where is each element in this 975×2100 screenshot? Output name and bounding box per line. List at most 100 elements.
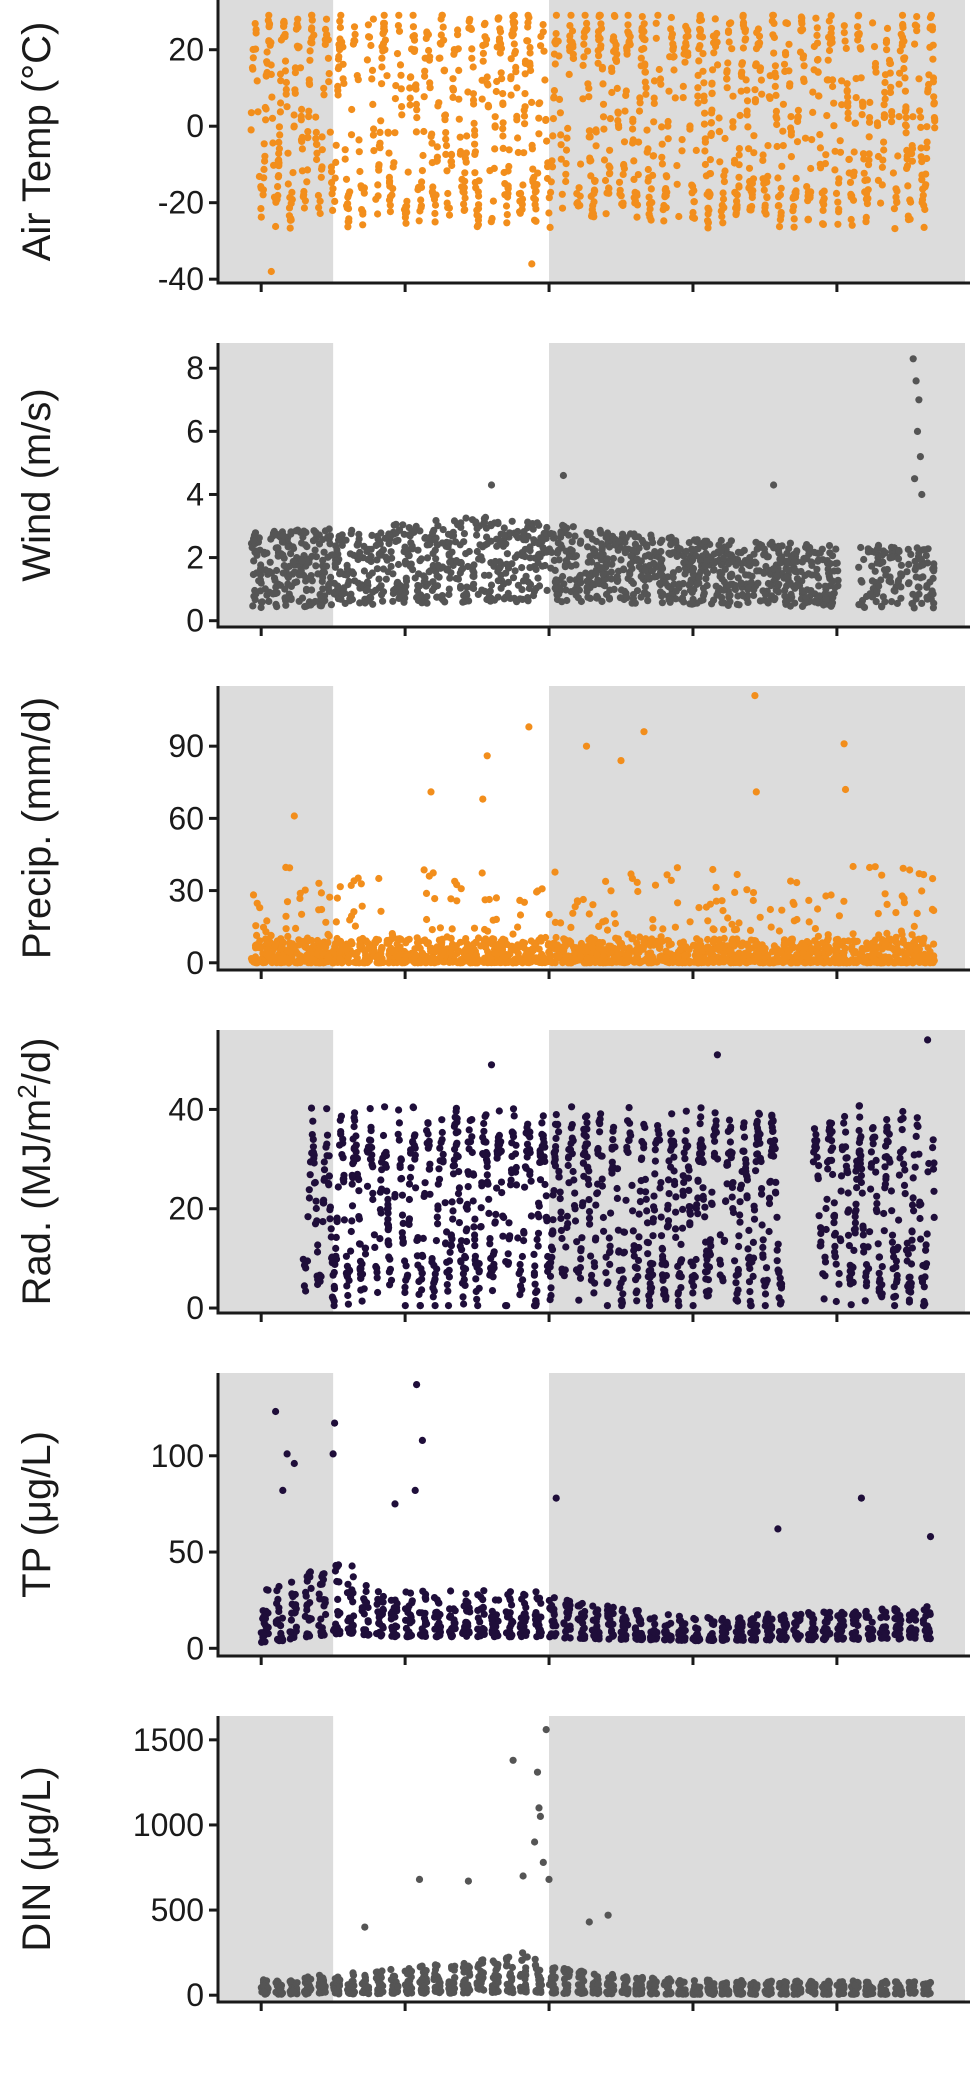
data-point <box>762 210 770 218</box>
data-point <box>700 79 708 87</box>
data-point <box>363 585 371 594</box>
data-point <box>318 146 326 154</box>
data-point <box>406 84 414 92</box>
data-point <box>389 570 397 578</box>
data-point <box>655 65 663 74</box>
data-point <box>627 870 635 878</box>
data-point <box>830 955 838 963</box>
data-point <box>509 574 518 582</box>
data-point <box>469 63 477 71</box>
data-point <box>819 206 827 214</box>
data-point <box>420 93 428 101</box>
data-point <box>286 948 294 956</box>
data-point <box>520 112 529 120</box>
data-point <box>628 935 636 943</box>
data-point <box>558 190 566 198</box>
data-point <box>275 172 283 180</box>
data-point <box>317 173 325 181</box>
data-point <box>745 145 753 153</box>
data-point <box>296 889 304 897</box>
data-point <box>598 597 606 606</box>
data-point <box>346 916 354 924</box>
data-point <box>368 75 376 83</box>
data-point <box>531 196 540 204</box>
data-point <box>444 189 452 198</box>
data-point <box>603 926 612 934</box>
data-point <box>499 119 507 127</box>
data-point <box>689 1289 697 1297</box>
data-point <box>286 955 294 963</box>
data-point <box>755 946 764 955</box>
data-point <box>729 118 737 126</box>
data-point <box>392 529 400 537</box>
data-point <box>606 1260 614 1268</box>
data-point <box>905 947 913 955</box>
data-point <box>433 143 441 151</box>
data-point <box>745 571 753 579</box>
data-point <box>711 32 719 40</box>
data-point <box>417 555 425 563</box>
data-point <box>816 955 824 964</box>
data-point <box>362 951 370 959</box>
data-point <box>723 67 731 75</box>
data-point <box>482 943 490 952</box>
data-point <box>393 50 402 58</box>
data-point <box>753 567 761 575</box>
data-point <box>503 219 511 227</box>
data-point <box>260 140 268 148</box>
data-point <box>735 919 743 927</box>
data-point <box>251 596 259 604</box>
data-point <box>596 939 604 947</box>
data-point <box>448 925 456 933</box>
data-point <box>382 553 390 561</box>
data-point <box>871 63 880 71</box>
data-point <box>279 551 287 559</box>
data-point <box>900 956 908 964</box>
data-point <box>435 99 443 107</box>
data-point <box>249 54 257 62</box>
data-point <box>641 61 649 70</box>
data-point <box>447 157 455 166</box>
data-point <box>486 937 494 945</box>
data-point <box>447 934 455 943</box>
data-point <box>328 168 336 176</box>
data-point <box>389 959 397 967</box>
data-point <box>470 561 478 569</box>
data-point <box>835 912 844 920</box>
data-point <box>279 531 287 540</box>
data-point <box>429 529 437 537</box>
data-point <box>643 148 651 156</box>
data-point <box>266 558 274 566</box>
data-point <box>865 156 873 164</box>
data-point <box>455 66 463 74</box>
data-point <box>335 44 344 52</box>
data-point <box>348 105 356 114</box>
data-point <box>473 525 481 533</box>
data-point <box>433 153 441 161</box>
data-point <box>553 549 562 557</box>
data-point <box>420 866 428 874</box>
data-point <box>695 904 703 912</box>
data-point <box>787 131 795 139</box>
data-point <box>692 947 701 955</box>
data-point <box>474 1302 482 1310</box>
data-point <box>428 188 437 196</box>
data-point <box>621 587 629 596</box>
data-point <box>674 899 682 907</box>
data-point <box>759 1236 767 1244</box>
data-point <box>483 73 491 81</box>
data-point <box>679 94 687 102</box>
data-point <box>518 564 526 572</box>
data-point <box>888 108 896 116</box>
data-point <box>429 549 437 558</box>
data-point <box>433 541 441 549</box>
data-point <box>693 580 701 589</box>
data-point <box>667 541 675 549</box>
data-point <box>602 210 610 218</box>
data-point <box>891 587 899 595</box>
data-point <box>886 573 894 581</box>
data-point <box>895 80 903 88</box>
data-point <box>930 100 938 108</box>
data-point <box>526 43 534 52</box>
